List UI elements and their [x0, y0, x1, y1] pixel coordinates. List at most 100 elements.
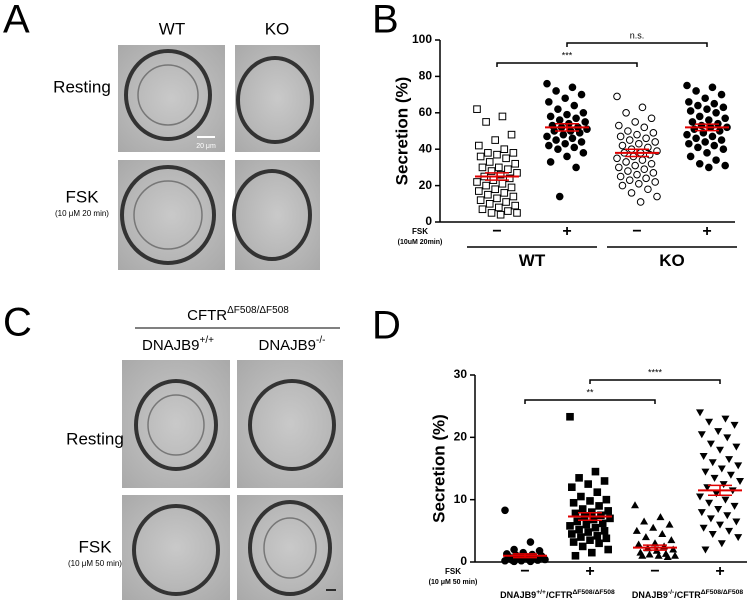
- data-point: [686, 152, 695, 161]
- data-point: [566, 522, 574, 530]
- data-point: [604, 507, 612, 515]
- y-tick-label: 0: [425, 214, 432, 228]
- data-point: [730, 502, 739, 510]
- group-label-part: ΔF508/ΔF508: [701, 589, 744, 596]
- data-point: [554, 105, 562, 113]
- data-point: [625, 176, 634, 184]
- data-point: [631, 501, 639, 509]
- column-label: DNAJB9+/+: [142, 335, 214, 354]
- data-point: [579, 149, 588, 157]
- group-label: DNAJB9-/-/CFTRΔF508/ΔF508: [632, 589, 743, 600]
- data-point: [706, 515, 715, 523]
- data-point: [716, 521, 724, 529]
- data-point: [717, 90, 726, 99]
- data-point: [717, 465, 726, 473]
- row-label: Resting: [53, 77, 111, 96]
- data-point: [736, 477, 744, 485]
- data-point: [705, 116, 713, 124]
- data-point: [577, 90, 586, 99]
- data-point: [501, 506, 509, 515]
- data-point: [696, 493, 704, 501]
- data-point: [640, 123, 649, 132]
- data-point: [604, 545, 612, 554]
- data-point: [633, 170, 641, 179]
- data-point: [552, 87, 560, 95]
- data-point: [570, 101, 579, 110]
- data-point: [513, 209, 521, 217]
- data-point: [482, 181, 490, 190]
- data-point: [671, 551, 679, 559]
- data-point: [505, 174, 514, 183]
- data-point: [688, 118, 697, 126]
- data-point: [569, 538, 578, 546]
- data-point: [586, 497, 594, 505]
- column-label: DNAJB9-/-: [259, 335, 326, 354]
- data-point: [721, 161, 729, 170]
- data-point: [476, 152, 485, 161]
- x-tick-label: −: [492, 223, 501, 240]
- data-point: [615, 121, 623, 130]
- sem-bar: [513, 553, 537, 559]
- data-point: [543, 132, 551, 141]
- sem-bar: [555, 122, 579, 132]
- data-point: [642, 134, 650, 143]
- data-point: [651, 178, 659, 186]
- data-point: [533, 556, 542, 564]
- data-point: [578, 542, 587, 551]
- data-point: [694, 101, 702, 110]
- data-point: [584, 528, 592, 536]
- data-point: [649, 523, 658, 531]
- group-label-part: -/-: [668, 589, 674, 596]
- data-point: [622, 158, 630, 166]
- data-point: [616, 132, 625, 141]
- data-point: [493, 194, 501, 203]
- data-point: [649, 169, 658, 177]
- data-point: [699, 453, 708, 461]
- y-tick-label: 0: [460, 554, 467, 568]
- sem-bar: [708, 484, 732, 497]
- data-point: [482, 118, 490, 126]
- data-point: [616, 172, 625, 181]
- treatment-label: FSK: [412, 227, 428, 236]
- data-point: [686, 107, 695, 115]
- data-point: [627, 189, 636, 197]
- data-point: [640, 165, 649, 174]
- data-point: [545, 141, 553, 150]
- data-point: [600, 477, 609, 485]
- data-point: [717, 136, 726, 144]
- data-point: [734, 534, 743, 542]
- column-label-part: DNAJB9: [259, 337, 317, 354]
- data-point: [685, 139, 693, 148]
- significance-label: ***: [562, 50, 573, 60]
- data-point: [563, 110, 571, 119]
- data-point: [723, 434, 732, 442]
- sem-bar: [643, 544, 667, 551]
- data-point: [615, 163, 623, 172]
- data-point: [517, 556, 526, 565]
- group-label-part: DNAJB9: [632, 590, 668, 600]
- data-point: [555, 116, 564, 124]
- x-tick-label: +: [585, 563, 594, 580]
- data-point: [641, 533, 650, 541]
- data-point: [632, 526, 641, 534]
- data-point: [484, 149, 492, 157]
- data-point: [705, 418, 714, 426]
- data-point: [692, 134, 700, 143]
- data-point: [699, 524, 708, 532]
- sem-bar: [578, 512, 602, 521]
- data-point: [569, 498, 578, 507]
- data-point: [491, 136, 499, 144]
- data-point: [552, 136, 560, 144]
- data-point: [579, 109, 588, 117]
- data-point: [572, 163, 580, 172]
- data-point: [694, 143, 702, 152]
- treatment: (10 μM 20 min): [55, 209, 109, 218]
- data-point: [598, 519, 607, 528]
- y-axis-label: Secretion (%): [392, 77, 411, 186]
- data-point: [708, 83, 717, 92]
- data-point: [634, 540, 643, 548]
- data-point: [714, 428, 723, 436]
- group-label: DNAJB9+/+/CFTRΔF508/ΔF508: [500, 589, 615, 600]
- data-point: [701, 468, 710, 476]
- genotype-label: CFTRΔF508/ΔF508: [187, 305, 289, 324]
